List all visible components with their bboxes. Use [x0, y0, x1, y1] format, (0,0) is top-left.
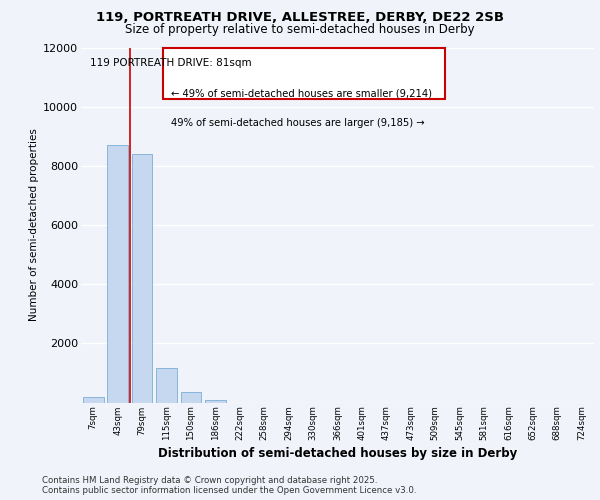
Text: 49% of semi-detached houses are larger (9,185) →: 49% of semi-detached houses are larger (…	[171, 118, 424, 128]
Text: ← 49% of semi-detached houses are smaller (9,214): ← 49% of semi-detached houses are smalle…	[171, 88, 432, 99]
Text: Size of property relative to semi-detached houses in Derby: Size of property relative to semi-detach…	[125, 22, 475, 36]
Bar	[83, 398, 104, 402]
Bar	[156, 368, 177, 402]
Bar	[205, 400, 226, 402]
Bar	[107, 145, 128, 403]
Text: Contains HM Land Registry data © Crown copyright and database right 2025.
Contai: Contains HM Land Registry data © Crown c…	[42, 476, 416, 495]
Y-axis label: Number of semi-detached properties: Number of semi-detached properties	[29, 128, 39, 322]
Bar	[181, 392, 202, 402]
Text: 119 PORTREATH DRIVE: 81sqm: 119 PORTREATH DRIVE: 81sqm	[90, 58, 251, 68]
Bar	[131, 154, 152, 402]
Text: 119, PORTREATH DRIVE, ALLESTREE, DERBY, DE22 2SB: 119, PORTREATH DRIVE, ALLESTREE, DERBY, …	[96, 11, 504, 24]
FancyBboxPatch shape	[163, 48, 445, 99]
X-axis label: Distribution of semi-detached houses by size in Derby: Distribution of semi-detached houses by …	[158, 447, 517, 460]
